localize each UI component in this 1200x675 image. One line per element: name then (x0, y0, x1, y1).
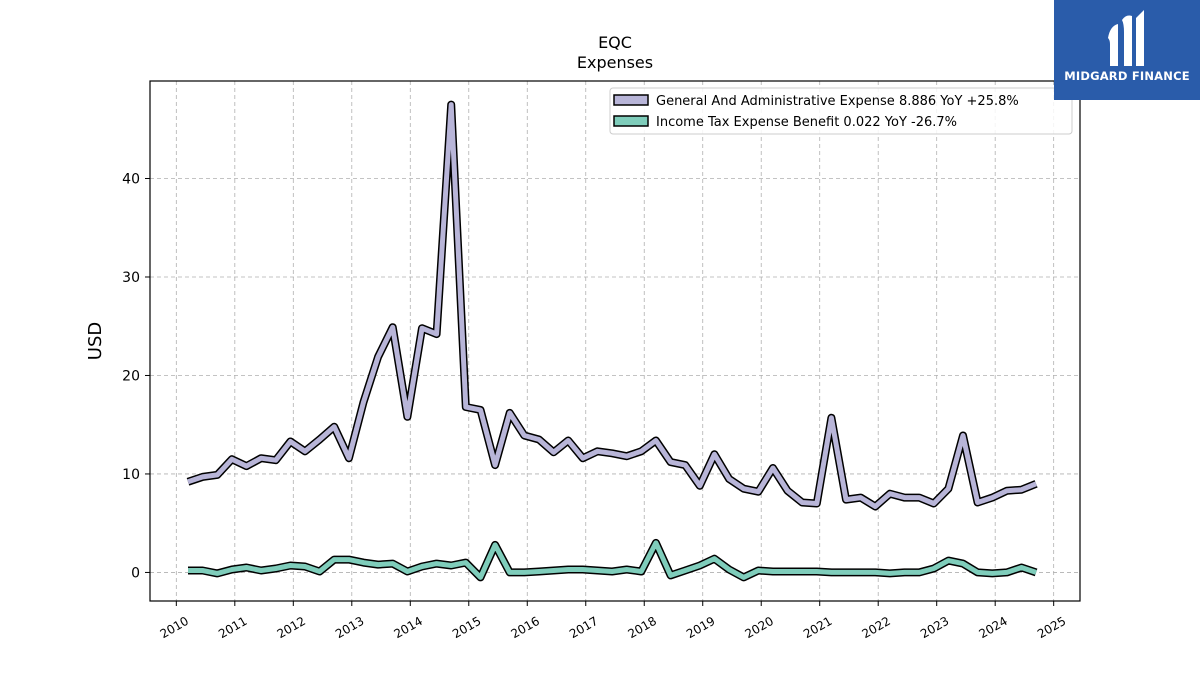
plot-frame (149, 80, 1081, 602)
y-tick-label: 40 (122, 172, 140, 188)
x-tick-label: 2016 (509, 614, 542, 641)
y-tick-label: 30 (122, 270, 140, 286)
y-axis: 0 10 20 30 40 (122, 172, 150, 581)
series-line-2 (188, 540, 1037, 580)
x-tick-label: 2011 (216, 614, 249, 641)
legend-label-1: General And Administrative Expense 8.886… (656, 94, 1019, 109)
legend-swatch-2 (613, 115, 649, 127)
legend-box (609, 87, 1073, 135)
x-tick-label: 2013 (333, 614, 366, 641)
x-tick-label: 2023 (918, 614, 951, 641)
x-tick-label: 2021 (801, 614, 834, 641)
legend-label-2: Income Tax Expense Benefit 0.022 YoY -26… (656, 115, 957, 130)
x-tick-label: 2017 (567, 614, 600, 641)
x-tick-label: 2022 (859, 614, 892, 641)
x-tick-label: 2015 (450, 614, 483, 641)
chart-subtitle: Expenses (577, 53, 653, 72)
x-tick-label: 2010 (158, 614, 191, 641)
y-tick-label: 20 (122, 368, 140, 384)
x-tick-label: 2012 (275, 614, 308, 641)
x-tick-label: 2025 (1035, 614, 1068, 641)
series-line-1 (187, 102, 1038, 509)
y-tick-label: 10 (122, 467, 140, 483)
legend-swatch-1 (613, 94, 649, 106)
series-layer (186, 100, 1038, 582)
grid-lines (150, 81, 1080, 601)
x-tick-label: 2024 (976, 614, 1009, 641)
legend: General And Administrative Expense 8.886… (609, 87, 1073, 135)
x-tick-label: 2020 (742, 614, 775, 641)
x-tick-label: 2018 (626, 614, 659, 641)
brand-logo: MIDGARD FINANCE (1054, 0, 1200, 100)
brand-name: MIDGARD FINANCE (1064, 69, 1190, 83)
midgard-m-logo-icon (1108, 10, 1144, 66)
chart-title: EQC (598, 33, 632, 52)
x-axis: 2010 2011 2012 2013 2014 2015 2016 2017 2018 2019… (158, 601, 1068, 641)
y-axis-label: USD (85, 322, 106, 360)
x-tick-label: 2019 (684, 614, 717, 641)
y-tick-label: 0 (131, 565, 140, 581)
x-tick-label: 2014 (392, 614, 425, 641)
